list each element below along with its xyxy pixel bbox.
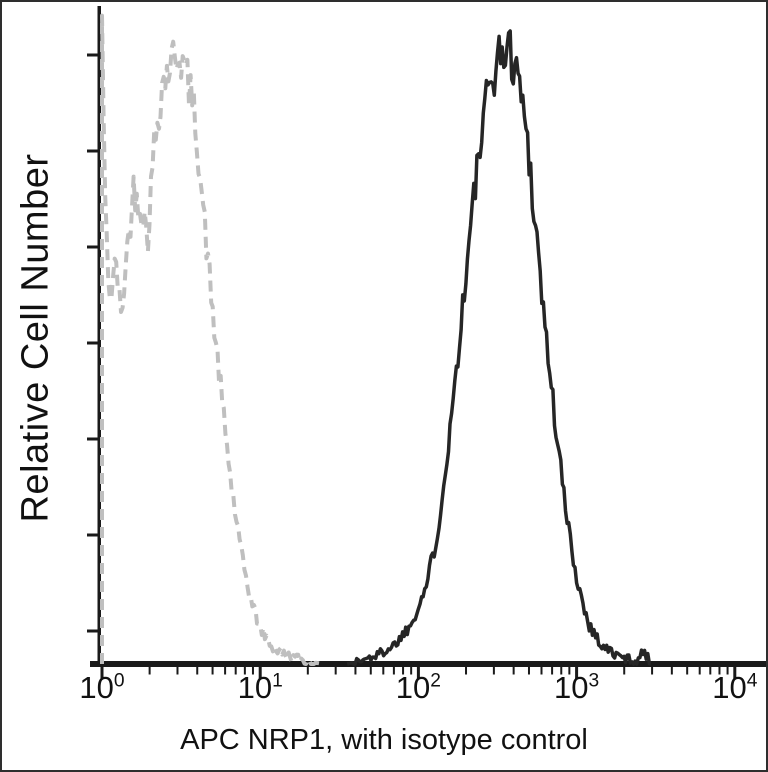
y-axis-tick (87, 245, 98, 249)
x-tick-label-1e3: 103 (554, 670, 600, 705)
y-axis-label: Relative Cell Number (14, 153, 57, 523)
x-axis-minor-tick (354, 667, 357, 675)
x-axis-minor-tick (540, 667, 543, 675)
x-axis-minor-tick (306, 667, 309, 675)
x-tick-label-1e4: 104 (712, 670, 758, 705)
y-axis-tick (87, 53, 98, 57)
x-axis-minor-tick (698, 667, 701, 675)
series-isotype-control-curve (100, 13, 324, 666)
x-axis-minor-tick (560, 667, 563, 675)
y-axis-line (97, 6, 101, 666)
x-axis-minor-tick (623, 667, 626, 675)
x-axis-minor-tick (196, 667, 199, 675)
x-axis-minor-tick (651, 667, 654, 675)
x-axis-minor-tick (243, 667, 246, 675)
x-axis-minor-tick (392, 667, 395, 675)
x-axis-major-tick (100, 667, 104, 679)
y-axis-tick (87, 533, 98, 537)
y-axis-tick (87, 629, 98, 633)
x-axis-minor-tick (568, 667, 571, 675)
x-axis-minor-tick (251, 667, 254, 675)
x-axis-line (90, 661, 766, 667)
x-axis-minor-tick (512, 667, 515, 675)
x-axis-major-tick (258, 667, 262, 679)
x-axis-minor-tick (709, 667, 712, 675)
x-axis-major-tick (575, 667, 579, 679)
x-tick-label-1e0: 100 (79, 670, 125, 705)
x-axis-minor-tick (410, 667, 413, 675)
x-axis-minor-tick (334, 667, 337, 675)
x-axis-label: APC NRP1, with isotype control (180, 724, 588, 756)
x-tick-label-1e1: 101 (237, 670, 283, 705)
x-axis-minor-tick (369, 667, 372, 675)
y-axis-tick (87, 149, 98, 153)
x-axis-minor-tick (148, 667, 151, 675)
y-axis-tick (87, 341, 98, 345)
y-axis-tick (87, 437, 98, 441)
x-axis-minor-tick (176, 667, 179, 675)
x-axis-minor-tick (551, 667, 554, 675)
x-axis-major-tick (416, 667, 420, 679)
x-axis-minor-tick (402, 667, 405, 675)
x-axis-major-tick (733, 667, 737, 679)
x-axis-minor-tick (670, 667, 673, 675)
x-axis-minor-tick (492, 667, 495, 675)
x-axis-minor-tick (224, 667, 227, 675)
x-axis-minor-tick (234, 667, 237, 675)
x-axis-minor-tick (726, 667, 729, 675)
x-axis-minor-tick (527, 667, 530, 675)
x-axis-minor-tick (686, 667, 689, 675)
x-axis-minor-tick (465, 667, 468, 675)
x-axis-minor-tick (382, 667, 385, 675)
x-tick-label-1e2: 102 (395, 670, 441, 705)
x-axis-minor-tick (211, 667, 214, 675)
x-axis-minor-tick (718, 667, 721, 675)
series-apc-nrp1-curve (346, 29, 652, 666)
